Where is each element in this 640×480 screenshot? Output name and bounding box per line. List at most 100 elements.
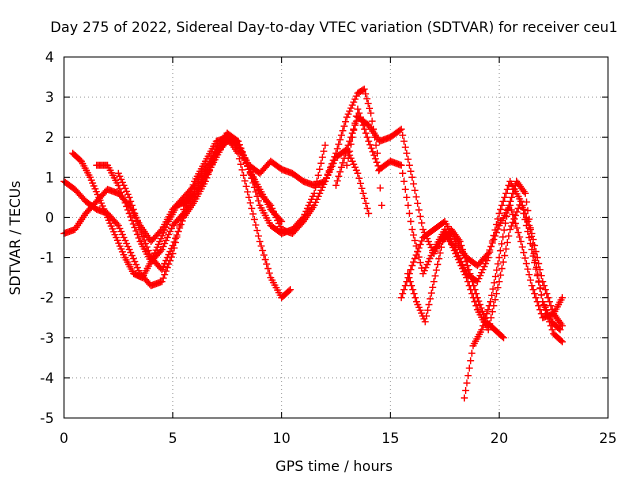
interpolated-point: [510, 215, 518, 223]
interpolated-point: [129, 205, 137, 213]
data-point: [245, 193, 253, 201]
interpolated-point: [476, 272, 484, 280]
interpolated-point: [514, 204, 522, 212]
interpolated-point: [537, 291, 545, 299]
interpolated-point: [132, 213, 140, 221]
interpolated-point: [405, 209, 413, 217]
data-point: [465, 266, 473, 274]
interpolated-point: [118, 178, 126, 186]
chart-title: Day 275 of 2022, Sidereal Day-to-day VTE…: [50, 20, 617, 36]
interpolated-point: [418, 237, 426, 245]
interpolated-point: [133, 264, 141, 272]
interpolated-point: [535, 277, 543, 285]
data-point: [343, 113, 351, 121]
data-point: [504, 205, 512, 213]
interpolated-point: [210, 156, 218, 164]
interpolated-point: [532, 294, 540, 302]
interpolated-point: [129, 220, 137, 228]
data-point: [421, 318, 429, 326]
interpolated-point: [410, 258, 418, 266]
data-point: [408, 225, 416, 233]
interpolated-point: [368, 117, 376, 125]
interpolated-point: [318, 183, 326, 191]
interpolated-point: [203, 174, 211, 182]
interpolated-point: [123, 202, 131, 210]
interpolated-point: [512, 219, 520, 227]
interpolated-point: [507, 222, 515, 230]
y-tick-label: 3: [45, 90, 54, 106]
interpolated-point: [337, 131, 345, 139]
data-point: [408, 173, 416, 181]
interpolated-point: [450, 247, 458, 255]
interpolated-point: [497, 271, 505, 279]
y-axis-label: SDTVAR / TECUs: [8, 181, 24, 296]
interpolated-point: [555, 325, 563, 333]
interpolated-point: [409, 286, 417, 294]
interpolated-point: [127, 249, 135, 257]
interpolated-point: [448, 241, 456, 249]
interpolated-point: [244, 162, 252, 170]
interpolated-point: [252, 180, 260, 188]
interpolated-point: [272, 213, 280, 221]
interpolated-point: [426, 295, 434, 303]
interpolated-point: [424, 306, 432, 314]
series-track-i: [404, 225, 508, 342]
data-point: [114, 169, 122, 177]
interpolated-point: [265, 269, 273, 277]
interpolated-point: [497, 205, 505, 213]
interpolated-point: [518, 201, 526, 209]
interpolated-point: [479, 322, 487, 330]
x-axis-label: GPS time / hours: [275, 459, 392, 475]
interpolated-point: [120, 234, 128, 241]
x-tick-label: 25: [599, 431, 617, 447]
interpolated-point: [358, 117, 366, 125]
interpolated-point: [467, 357, 475, 365]
interpolated-point: [356, 113, 364, 121]
interpolated-point: [131, 223, 139, 231]
interpolated-point: [523, 198, 531, 206]
interpolated-point: [400, 177, 408, 185]
interpolated-point: [535, 302, 543, 310]
data-point: [367, 109, 375, 117]
data-point: [256, 238, 264, 246]
interpolated-point: [396, 126, 404, 134]
interpolated-point: [405, 161, 413, 169]
interpolated-point: [401, 282, 409, 290]
interpolated-point: [503, 239, 511, 247]
interpolated-point: [435, 255, 443, 263]
interpolated-point: [275, 219, 283, 227]
interpolated-point: [161, 260, 169, 268]
interpolated-point: [328, 162, 336, 170]
data-point: [158, 278, 166, 286]
interpolated-point: [429, 283, 437, 291]
y-tick-label: -1: [40, 251, 54, 267]
data-point: [397, 161, 405, 169]
x-tick-label: 5: [168, 431, 177, 447]
interpolated-point: [458, 265, 466, 273]
interpolated-point: [454, 256, 462, 264]
data-point: [419, 225, 427, 233]
interpolated-point: [436, 249, 444, 257]
interpolated-point: [320, 180, 328, 188]
data-point: [136, 225, 144, 233]
interpolated-point: [427, 252, 435, 260]
interpolated-point: [520, 249, 528, 257]
interpolated-point: [508, 193, 516, 201]
interpolated-point: [271, 210, 279, 218]
interpolated-point: [416, 259, 424, 267]
data-point: [530, 250, 538, 258]
interpolated-point: [240, 151, 248, 159]
data-point: [556, 326, 564, 334]
interpolated-point: [131, 209, 139, 217]
interpolated-point: [490, 236, 498, 244]
interpolated-point: [412, 251, 420, 259]
data-point: [267, 201, 275, 209]
data-point: [484, 250, 492, 258]
interpolated-point: [494, 225, 502, 233]
interpolated-point: [411, 294, 419, 302]
interpolated-point: [336, 168, 344, 176]
interpolated-point: [369, 148, 377, 156]
interpolated-point: [505, 232, 513, 240]
interpolated-point: [503, 185, 511, 193]
interpolated-point: [329, 159, 337, 167]
